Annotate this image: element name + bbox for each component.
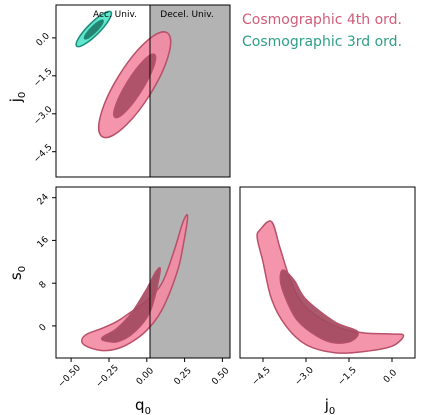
x-tick-label-j0-0: −4.5 <box>250 365 273 388</box>
x-ticks-j0: −4.5 −3.0 −1.5 0.0 <box>250 358 399 388</box>
x-axis-label-q0-main: q <box>135 396 145 414</box>
contours-q0-s0 <box>80 213 189 352</box>
x-tick-label-q0-2: 0.00 <box>135 366 156 387</box>
y-tick-label-s0-0: 0 <box>38 322 49 333</box>
legend-entry-3rd-order: Cosmographic 3rd ord. <box>242 34 402 50</box>
y-axis-label-s0: s0 <box>7 266 28 280</box>
y-axis-label-s0-main: s <box>7 272 25 280</box>
x-axis-label-j0: j0 <box>324 396 336 415</box>
y-axis-label-j0: j0 <box>7 92 28 104</box>
x-tick-label-j0-1: −3.0 <box>293 365 316 388</box>
panel-j0-s0: −4.5 −3.0 −1.5 0.0 j0 <box>239 186 416 415</box>
y-tick-label-j0-2: −3.0 <box>32 104 55 127</box>
x-tick-label-q0-1: −0.25 <box>94 363 121 390</box>
y-tick-label-j0-3: −4.5 <box>32 143 55 166</box>
x-tick-label-j0-2: −1.5 <box>336 365 359 388</box>
contour-q0-j0-4th-inner <box>113 53 157 119</box>
x-tick-label-j0-3: 0.0 <box>382 368 399 385</box>
legend-entry-4th-order: Cosmographic 4th ord. <box>242 12 402 28</box>
y-axis-label-s0-sub: 0 <box>17 266 28 272</box>
decel-region-shade-bottom <box>150 187 230 358</box>
panel-frame-j0-s0 <box>239 186 416 359</box>
y-tick-label-j0-0: 0.0 <box>35 31 52 48</box>
decel-univ-label: Decel. Univ. <box>160 10 213 20</box>
panel-q0-j0: Acc. Univ. Decel. Univ. 0.0−1.5−3.0−4.5 … <box>7 4 231 178</box>
x-axis-label-j0-sub: 0 <box>329 406 335 415</box>
y-ticks-s0: 0 8 16 24 <box>36 192 56 334</box>
x-axis-label-j0-main: j <box>324 396 329 414</box>
y-tick-label-s0-2: 16 <box>36 235 51 250</box>
acc-univ-label: Acc. Univ. <box>93 10 137 20</box>
contour-q0-j0-3rd-inner <box>83 19 104 40</box>
panel-frame-q0-j0 <box>55 4 231 178</box>
contours-j0-s0 <box>256 220 405 354</box>
x-axis-label-q0-sub: 0 <box>145 406 151 415</box>
contour-j0-s0-4th-inner <box>279 269 360 344</box>
x-ticks-q0: −0.50 −0.25 0.00 0.25 0.50 <box>56 358 232 390</box>
y-axis-label-j0-sub: 0 <box>17 92 28 98</box>
y-tick-label-j0-1: −1.5 <box>32 67 55 90</box>
y-axis-label-j0-main: j <box>7 98 25 103</box>
x-tick-label-q0-3: 0.25 <box>173 366 194 387</box>
y-tick-label-s0-3: 24 <box>36 192 51 207</box>
x-axis-label-q0: q0 <box>135 396 151 415</box>
legend: Cosmographic 4th ord. Cosmographic 3rd o… <box>242 12 402 50</box>
contour-q0-s0-4th-inner <box>100 266 162 343</box>
x-tick-label-q0-0: −0.50 <box>56 363 83 390</box>
y-tick-label-s0-1: 8 <box>38 280 49 291</box>
decel-region-shade-top <box>150 5 230 177</box>
y-ticks-j0: 0.0 −1.5 −3.0 −4.5 <box>32 31 56 165</box>
x-tick-label-q0-4: 0.50 <box>210 366 231 387</box>
panel-frame-q0-s0 <box>55 186 231 359</box>
